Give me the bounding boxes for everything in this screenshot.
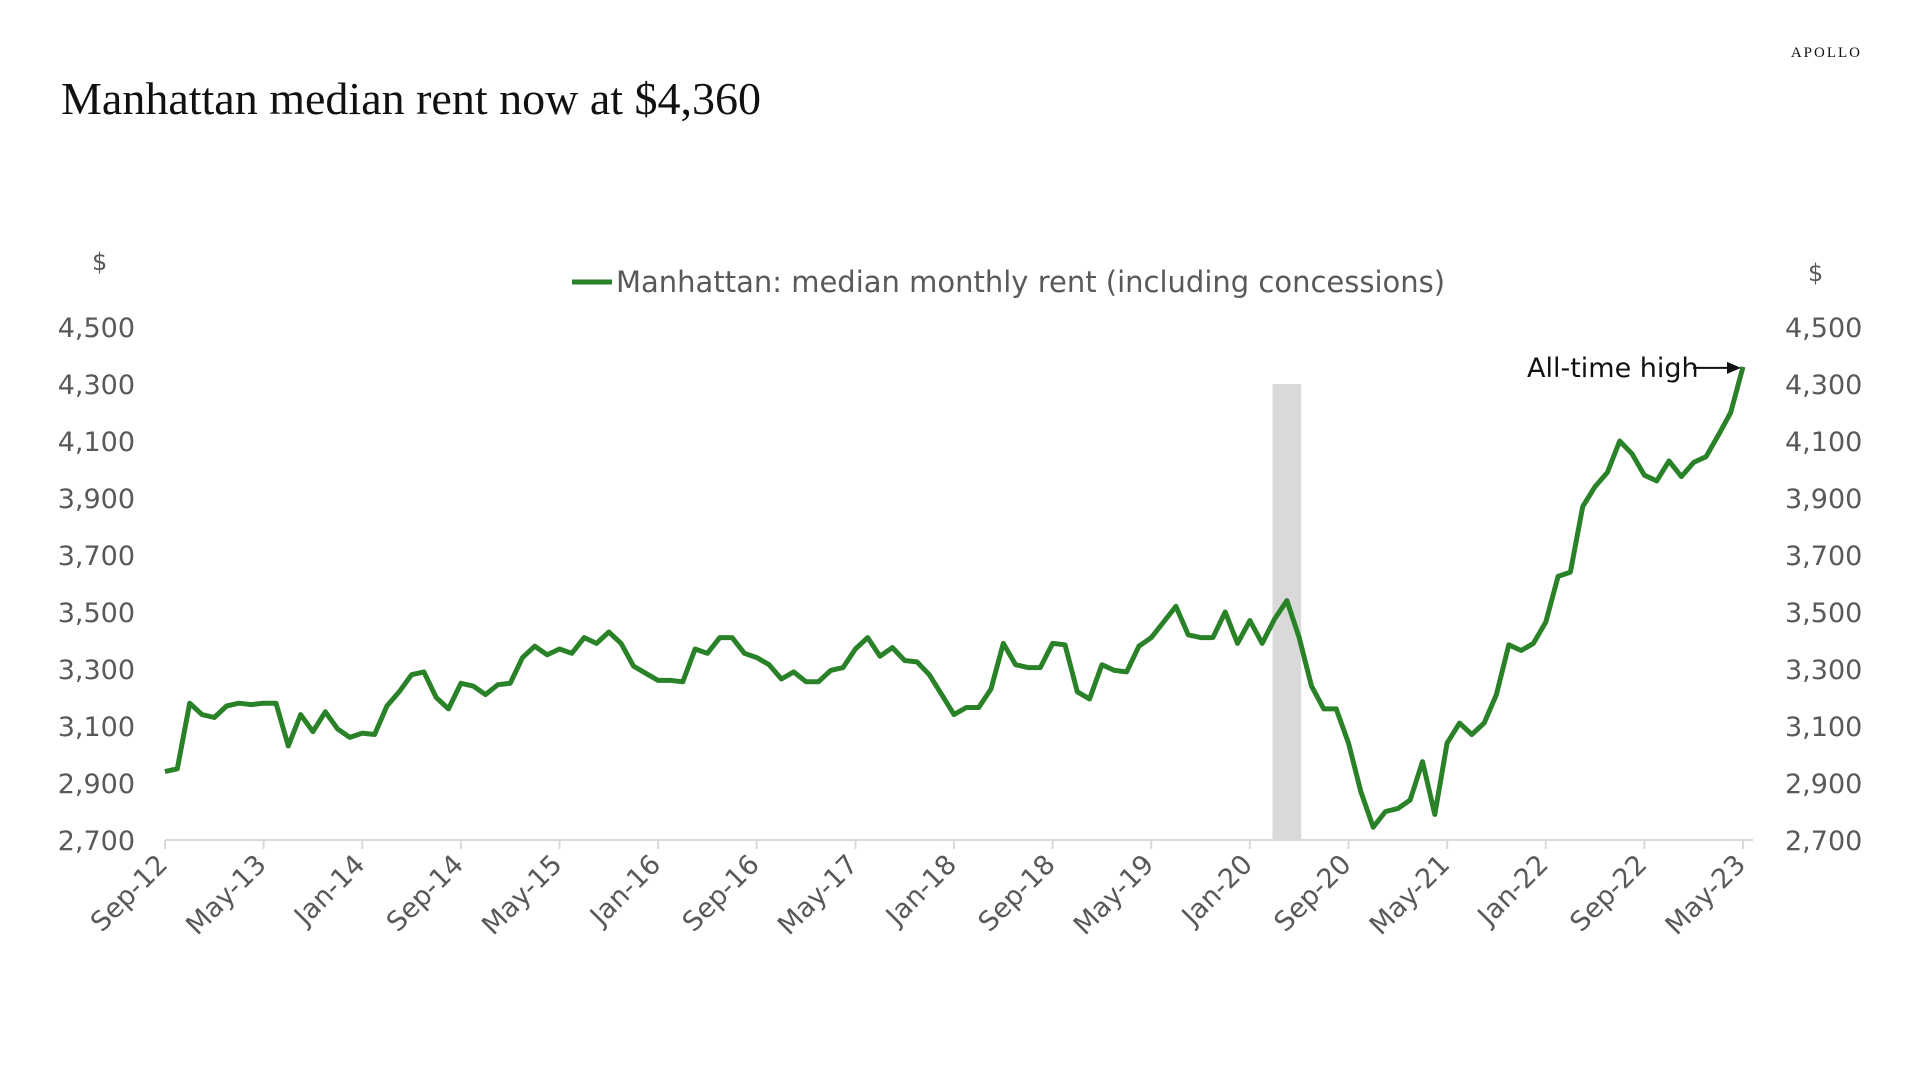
x-tick-label: Jan-22 (1471, 849, 1555, 933)
y-tick-label-left: 3,700 (58, 541, 135, 572)
x-tick-label: Sep-14 (381, 849, 470, 938)
x-tick-label: May-21 (1364, 849, 1456, 941)
y-tick-label-right: 3,100 (1785, 712, 1862, 743)
x-tick-label: Sep-12 (85, 849, 174, 938)
x-tick-label: May-15 (476, 849, 568, 941)
right-axis-unit: $ (1808, 259, 1823, 287)
legend-label: Manhattan: median monthly rent (includin… (616, 265, 1445, 299)
y-tick-label-left: 3,300 (58, 655, 135, 686)
y-tick-label-right: 4,300 (1785, 370, 1862, 401)
x-tick-label: May-23 (1660, 849, 1752, 941)
y-tick-label-right: 2,900 (1785, 769, 1862, 800)
x-tick-label: Sep-18 (972, 849, 1061, 938)
brand-logo: APOLLO (1790, 45, 1862, 61)
series-line (164, 366, 1746, 830)
x-tick-label: Jan-14 (287, 849, 371, 933)
y-tick-label-right: 3,700 (1785, 541, 1862, 572)
x-tick-label: May-13 (180, 849, 272, 941)
y-tick-label-left: 3,100 (58, 712, 135, 743)
y-tick-label-left: 3,500 (58, 598, 135, 629)
x-tick-label: May-17 (772, 849, 864, 941)
annotation-label: All-time high (1527, 353, 1699, 384)
x-tick-label: Sep-16 (677, 849, 766, 938)
y-tick-label-right: 3,300 (1785, 655, 1862, 686)
y-tick-label-left: 3,900 (58, 484, 135, 515)
x-tick-label: May-19 (1068, 849, 1160, 941)
x-tick-label: Jan-20 (1175, 849, 1259, 933)
y-tick-label-left: 2,700 (58, 826, 135, 857)
y-tick-label-right: 4,500 (1785, 313, 1862, 344)
y-tick-label-left: 4,100 (58, 427, 135, 458)
x-tick-label: Sep-20 (1268, 849, 1357, 938)
legend: Manhattan: median monthly rent (includin… (572, 265, 1445, 299)
x-tick-label: Jan-16 (583, 849, 667, 933)
x-tick-label: Jan-18 (879, 849, 963, 933)
y-tick-label-right: 4,100 (1785, 427, 1862, 458)
annotation-arrowhead-icon (1727, 361, 1741, 374)
y-tick-label-right: 2,700 (1785, 826, 1862, 857)
y-tick-label-right: 3,500 (1785, 598, 1862, 629)
y-tick-label-left: 2,900 (58, 769, 135, 800)
y-tick-label-left: 4,500 (58, 313, 135, 344)
page-title: Manhattan median rent now at $4,360 (61, 73, 762, 124)
x-tick-label: Sep-22 (1564, 849, 1653, 938)
y-tick-label-right: 3,900 (1785, 484, 1862, 515)
left-axis-unit: $ (92, 248, 107, 276)
y-tick-label-left: 4,300 (58, 370, 135, 401)
